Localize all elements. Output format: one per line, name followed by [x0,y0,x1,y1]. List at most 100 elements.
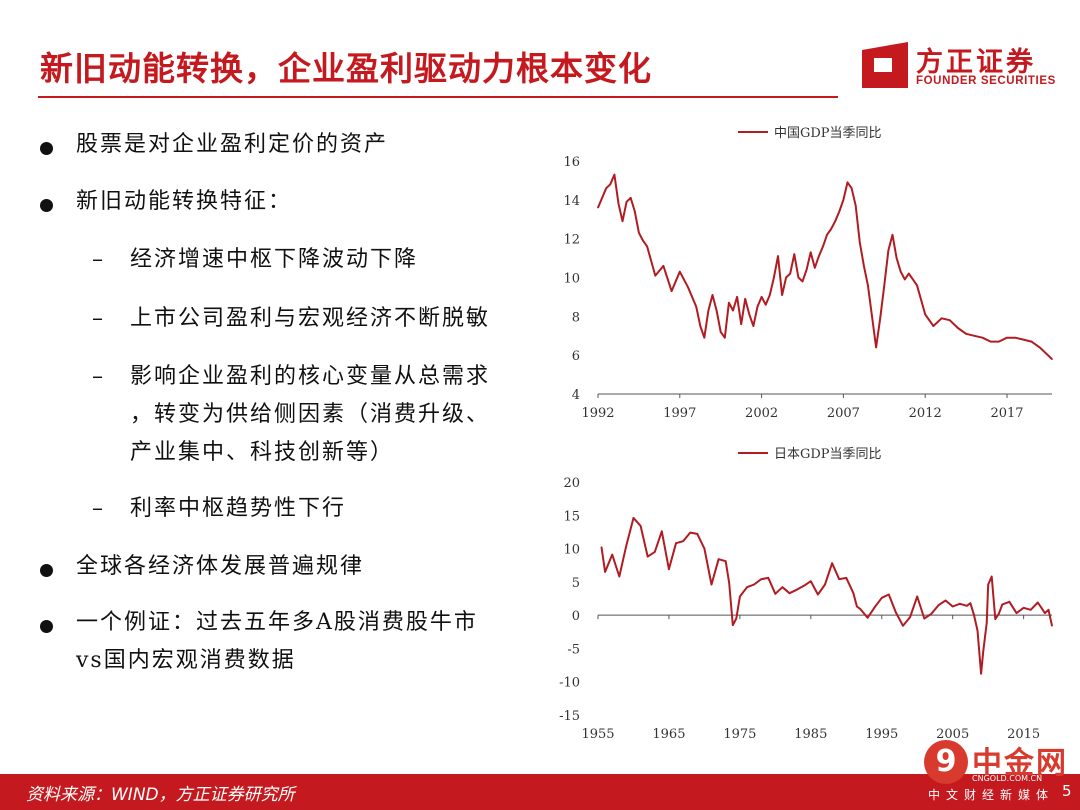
x-tick-label: 2002 [745,406,778,421]
data-point [609,183,612,186]
data-point [1044,612,1046,614]
data-point [859,241,861,244]
data-point [756,305,759,308]
data-point [670,290,673,292]
x-tick-label: 2007 [827,406,860,421]
data-point [696,533,699,535]
data-point [739,595,741,598]
data-point [724,560,727,562]
data-point [966,605,968,607]
data-point [1006,336,1008,339]
data-point [899,270,902,273]
series-line [597,173,1053,360]
data-point [965,333,967,335]
data-point [976,629,979,632]
bullet-text: vs国内宏观消费数据 [76,648,296,673]
data-point [639,525,642,527]
data-point [875,346,877,349]
data-point [638,232,640,234]
y-tick-label: 10 [563,543,580,558]
data-point [916,284,918,287]
data-point [752,325,755,327]
data-point [654,274,657,277]
data-point [871,315,873,318]
bullet-text: 新旧动能转换特征： [76,189,293,214]
data-point [732,624,734,626]
data-point [866,617,869,619]
watermark-name: 中金网 [972,746,1068,781]
founder-securities-logo: 方正证券 FOUNDER SECURITIES [862,38,1062,96]
y-tick-label: 4 [572,388,580,403]
data-point [717,558,720,560]
data-point [867,284,869,287]
data-point [810,580,812,582]
data-point [774,593,777,595]
data-point [957,327,959,329]
data-point [629,197,632,199]
title-underline [38,96,838,98]
data-point [830,228,832,230]
data-point [773,276,775,279]
data-point [781,294,783,296]
legend-label: 中国GDP当季同比 [774,126,882,141]
data-point [1022,607,1025,609]
data-point [740,323,742,325]
bullet-text: 一个例证：过去五年多A股消费股牛市 [76,610,478,635]
data-point [985,622,988,624]
legend-label: 日本GDP当季同比 [774,447,882,462]
data-point [1022,338,1025,341]
data-point [951,605,954,608]
data-point [817,593,819,596]
data-point [1040,607,1043,609]
data-point [818,255,820,257]
x-tick-label: 1997 [663,406,696,421]
data-point [1014,336,1016,339]
founder-logo-icon [862,42,908,88]
data-point [904,278,906,281]
data-point [675,542,677,544]
data-point [846,181,849,184]
data-point [850,187,853,189]
bullet-dot-icon [40,564,53,577]
cngold-logo-icon: 9 [924,740,968,784]
data-point [998,613,1000,615]
y-tick-label: 16 [563,155,580,170]
x-tick-label: 1955 [581,727,614,742]
data-point [883,284,886,287]
data-point [1037,601,1039,604]
data-point [1047,354,1049,356]
data-point [795,589,798,591]
data-point [944,599,947,602]
data-point [973,335,976,337]
data-point [1051,358,1053,360]
data-point [895,257,898,259]
y-tick-label: 0 [572,609,580,624]
sub-bullet-text: ，转变为供给侧因素（消费升级、 [130,402,491,427]
page-number: 5 [1062,782,1072,800]
x-tick-label: 1985 [794,727,827,742]
data-point [881,597,883,599]
data-point [1047,609,1050,611]
data-point [788,592,791,594]
data-point [715,309,718,312]
data-point [760,296,763,298]
data-point [625,201,628,203]
dash-icon: – [92,247,105,272]
data-point [981,336,984,339]
data-point [679,270,681,273]
data-point [789,272,791,275]
data-point [728,301,730,304]
data-point [793,253,796,255]
data-point [753,583,755,586]
data-point [682,540,684,542]
data-point [809,251,812,254]
data-point [842,199,845,201]
y-tick-label: 6 [572,349,580,364]
sub-bullet-text: 影响企业盈利的核心变量从总需求 [130,364,491,389]
data-point [1038,346,1041,349]
data-point [909,616,911,618]
cngold-watermark: 9 中金网 CNGOLD.COM.CN 中文财经新媒体 [920,740,1080,810]
data-point [703,547,706,550]
logo-english-name: FOUNDER SECURITIES [916,75,1056,87]
data-point [1015,612,1018,614]
